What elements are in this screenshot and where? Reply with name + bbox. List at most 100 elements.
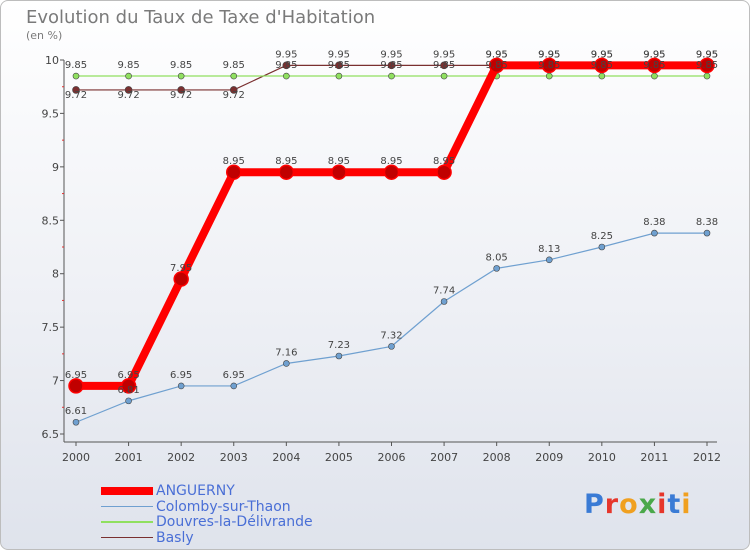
data-point-anguerny [278,164,295,180]
chart-title: Evolution du Taux de Taxe d'Habitation [26,7,376,28]
data-label-colomby-sur-thaon: 7.16 [275,347,297,358]
y-tick-label: 7.5 [42,321,60,334]
data-point-douvres-la-delivrande [283,72,290,80]
data-label-douvres-la-delivrande: 9.85 [65,60,87,71]
y-tick-label: 8.5 [42,214,60,227]
data-point-anguerny [226,164,242,180]
data-point-anguerny [173,271,189,287]
data-label-douvres-la-delivrande: 9.85 [538,60,560,71]
x-tick-label: 2007 [430,451,458,464]
data-point-basly [177,86,185,94]
data-point-colomby-sur-thaon [440,298,448,305]
data-point-colomby-sur-thaon [493,265,500,272]
data-label-basly: 9.95 [275,49,297,60]
data-point-colomby-sur-thaon [72,418,80,426]
data-point-douvres-la-delivrande [177,72,185,80]
data-label-douvres-la-delivrande: 9.85 [328,60,350,71]
data-label-douvres-la-delivrande: 9.85 [223,60,245,71]
data-label-anguerny: 9.95 [696,49,718,60]
data-label-douvres-la-delivrande: 9.85 [275,60,297,71]
data-point-colomby-sur-thaon [388,343,395,350]
data-point-douvres-la-delivrande [703,72,711,80]
data-label-basly: 9.95 [380,49,402,60]
data-point-colomby-sur-thaon [283,360,290,367]
data-point-basly [440,61,448,70]
data-point-colomby-sur-thaon [545,256,553,264]
data-label-douvres-la-delivrande: 9.85 [380,60,402,71]
data-point-anguerny [68,378,84,394]
data-point-anguerny [646,57,663,74]
data-point-douvres-la-delivrande [440,72,448,80]
data-point-anguerny [331,164,347,180]
data-label-anguerny: 8.95 [275,156,297,167]
data-label-douvres-la-delivrande: 9.85 [433,60,455,71]
data-point-anguerny [436,164,452,180]
data-label-anguerny: 9.95 [538,49,560,60]
data-label-basly: 9.72 [223,90,245,101]
data-point-basly [282,61,291,70]
data-label-douvres-la-delivrande: 9.85 [643,60,665,71]
x-tick-label: 2005 [325,451,353,464]
legend-item-basly: Basly [101,530,194,546]
data-point-douvres-la-delivrande [125,72,132,80]
legend-item-anguerny: ANGUERNY [101,483,235,499]
legend-item-colomby-sur-thaon: Colomby-sur-Thaon [101,499,291,515]
proxiti-logo: Proxiti [584,489,692,520]
data-point-anguerny [383,164,400,180]
data-label-basly: 9.95 [486,49,508,60]
data-point-anguerny [594,57,610,74]
data-label-anguerny: 6.95 [117,370,139,381]
data-point-basly [335,61,343,70]
data-point-basly [387,61,396,70]
data-label-basly: 9.95 [433,49,455,60]
data-point-douvres-la-delivrande [72,72,80,80]
data-point-douvres-la-delivrande [545,72,553,80]
data-label-colomby-sur-thaon: 8.05 [486,252,508,263]
data-point-douvres-la-delivrande [230,72,238,80]
y-tick-label: 7 [52,375,59,388]
data-label-basly: 9.95 [328,49,350,60]
x-tick-label: 2008 [483,451,511,464]
x-tick-label: 2009 [535,451,563,464]
data-label-anguerny: 9.95 [643,49,665,60]
data-point-basly [229,86,238,94]
legend-item-douvres-la-delivrande: Douvres-la-Délivrande [101,514,313,530]
x-tick-label: 2000 [62,451,90,464]
data-label-colomby-sur-thaon: 8.25 [591,231,613,242]
data-label-anguerny: 6.95 [65,370,87,381]
x-tick-label: 2001 [115,451,143,464]
x-tick-label: 2011 [640,451,668,464]
x-tick-label: 2010 [588,451,616,464]
data-point-anguerny [699,57,715,74]
data-label-basly: 9.95 [591,49,613,60]
legend-swatch [101,521,153,523]
data-label-douvres-la-delivrande: 9.85 [170,60,192,71]
data-point-colomby-sur-thaon [703,229,711,237]
data-label-basly: 9.95 [643,49,665,60]
data-label-colomby-sur-thaon: 7.74 [433,285,455,296]
data-point-colomby-sur-thaon [598,243,606,251]
y-tick-label: 10 [45,54,59,67]
data-point-colomby-sur-thaon [177,382,185,390]
data-label-anguerny: 8.95 [433,156,455,167]
data-label-anguerny: 8.95 [380,156,402,167]
data-point-douvres-la-delivrande [651,72,658,80]
legend-label: Colomby-sur-Thaon [156,498,291,515]
unit-label: (en %) [26,29,63,42]
data-label-douvres-la-delivrande: 9.85 [117,60,139,71]
data-point-douvres-la-delivrande [598,72,606,80]
data-label-anguerny: 9.95 [486,49,508,60]
data-label-basly: 9.72 [65,90,87,101]
data-label-anguerny: 9.95 [591,49,613,60]
data-label-colomby-sur-thaon: 8.38 [643,217,665,228]
data-point-anguerny [488,57,505,74]
data-point-colomby-sur-thaon [651,229,658,237]
data-label-colomby-sur-thaon: 6.95 [223,370,245,381]
y-tick-label: 6.5 [42,428,60,441]
legend-swatch [101,536,153,539]
data-label-douvres-la-delivrande: 9.85 [696,60,718,71]
y-tick-label: 9 [52,161,59,174]
data-label-anguerny: 8.95 [328,156,350,167]
legend-swatch [101,505,153,508]
